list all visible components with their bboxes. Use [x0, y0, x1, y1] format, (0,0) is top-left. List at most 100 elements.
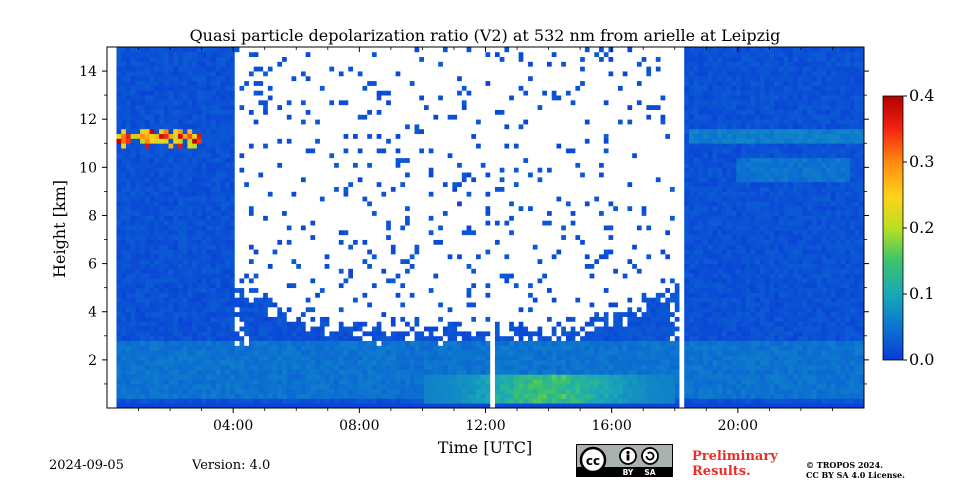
- heat-cell: [329, 345, 335, 351]
- heat-cell: [149, 311, 155, 317]
- heat-cell: [201, 104, 207, 110]
- heat-cell: [305, 306, 311, 313]
- heat-cell: [381, 306, 387, 313]
- heat-cell: [239, 109, 245, 115]
- heat-cell: [239, 225, 245, 231]
- heat-cell: [135, 364, 141, 370]
- heat-cell: [159, 369, 165, 375]
- heat-cell: [390, 268, 397, 274]
- heat-cell: [362, 201, 368, 207]
- heat-cell: [282, 398, 288, 404]
- heat-cell: [173, 143, 179, 149]
- heat-cell: [130, 124, 136, 130]
- heat-cell: [310, 196, 316, 202]
- heat-cell: [144, 186, 150, 192]
- heat-cell: [107, 253, 113, 260]
- heat-cell: [343, 47, 349, 53]
- heat-cell: [390, 157, 397, 163]
- heat-cell: [409, 210, 415, 216]
- heat-cell: [296, 311, 302, 317]
- heat-cell: [248, 398, 255, 404]
- heat-cell: [220, 282, 226, 289]
- heat-cell: [362, 167, 368, 173]
- heat-cell: [353, 268, 359, 274]
- heat-cell: [305, 138, 311, 144]
- heat-cell: [348, 205, 354, 212]
- heat-cell: [230, 210, 236, 216]
- heat-cell: [154, 335, 160, 342]
- heat-cell: [121, 90, 127, 96]
- heat-cell: [192, 71, 198, 77]
- heat-cell: [381, 172, 387, 178]
- heat-cell: [300, 128, 307, 135]
- heat-cell: [353, 340, 359, 346]
- heat-cell: [272, 181, 278, 187]
- heat-cell: [324, 51, 330, 58]
- heat-cell: [409, 350, 415, 356]
- heat-cell: [230, 297, 236, 303]
- heat-cell: [258, 364, 264, 370]
- heat-cell: [267, 258, 273, 264]
- heat-cell: [267, 374, 273, 380]
- heat-cell: [376, 196, 382, 202]
- heat-cell: [196, 143, 203, 149]
- heat-cell: [310, 114, 316, 120]
- heat-cell: [220, 51, 226, 58]
- heat-cell: [315, 138, 321, 144]
- heat-cell: [125, 364, 132, 370]
- heat-cell: [310, 99, 316, 106]
- heat-cell: [163, 172, 169, 178]
- heat-cell: [253, 51, 259, 58]
- heat-cell: [187, 71, 193, 77]
- heat-cell: [135, 398, 141, 404]
- heat-cell: [253, 321, 259, 327]
- heat-cell: [154, 359, 160, 366]
- heat-cell: [125, 263, 132, 269]
- heat-cell: [300, 99, 307, 106]
- heat-cell: [277, 335, 283, 342]
- heat-cell: [310, 359, 316, 366]
- heat-cell: [329, 330, 335, 337]
- heat-cell: [272, 186, 278, 192]
- heat-cell: [177, 66, 184, 72]
- heat-cell: [173, 369, 179, 375]
- heat-cell: [192, 306, 198, 313]
- heat-cell: [343, 316, 349, 322]
- heat-cell: [367, 148, 373, 154]
- heat-cell: [230, 229, 236, 236]
- heat-cell: [277, 374, 283, 380]
- heat-cell: [206, 56, 212, 62]
- heat-cell: [362, 181, 368, 187]
- heat-cell: [215, 335, 221, 342]
- heat-cell: [154, 152, 160, 159]
- heat-cell: [267, 364, 273, 370]
- heat-cell: [376, 51, 382, 58]
- heat-cell: [248, 172, 255, 178]
- heat-cell: [248, 109, 255, 115]
- heat-cell: [267, 128, 273, 135]
- heat-cell: [291, 66, 297, 72]
- heat-cell: [419, 379, 425, 385]
- heat-cell: [248, 239, 255, 245]
- heat-cell: [182, 85, 188, 91]
- heat-cell: [272, 80, 278, 86]
- heat-cell: [338, 172, 344, 178]
- heat-cell: [116, 210, 122, 216]
- heat-cell: [192, 61, 198, 67]
- heat-cell: [225, 239, 231, 245]
- heat-cell: [371, 210, 378, 216]
- heat-cell: [414, 249, 420, 255]
- heat-cell: [310, 263, 316, 269]
- heat-cell: [367, 311, 373, 317]
- heat-cell: [192, 196, 198, 202]
- heat-cell: [305, 176, 311, 183]
- heat-cell: [272, 345, 278, 351]
- heat-cell: [215, 167, 221, 173]
- heat-cell: [300, 119, 307, 125]
- heat-cell: [367, 253, 373, 260]
- heat-cell: [187, 167, 193, 173]
- heat-cell: [173, 133, 179, 139]
- heat-cell: [282, 220, 288, 226]
- heat-cell: [177, 143, 184, 149]
- heat-cell: [395, 340, 401, 346]
